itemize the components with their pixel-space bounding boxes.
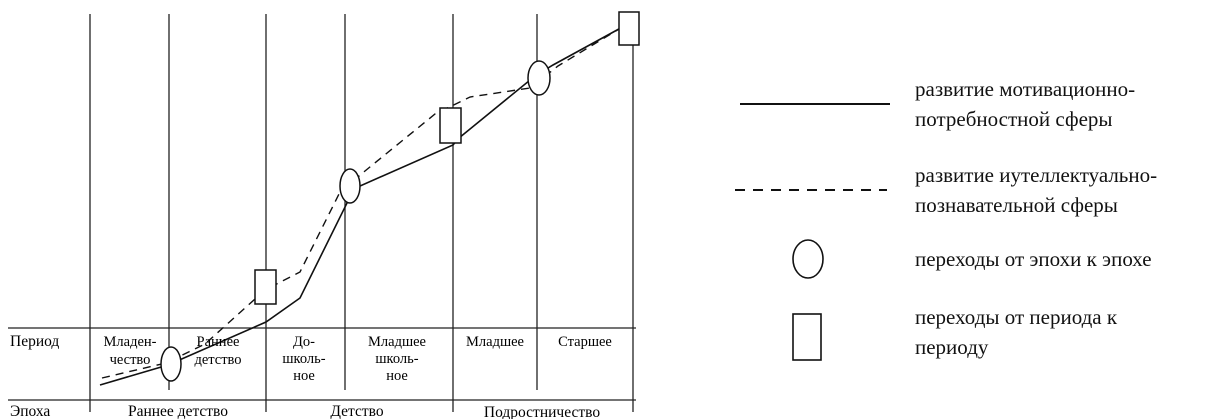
legend-label-motivation: развитие мотивационно-потребностной сфер… — [915, 77, 1136, 131]
epoch-label-early-childhood: Раннее детство — [128, 403, 228, 419]
legend-label-period-transition: переходы от периода к периоду — [915, 305, 1118, 359]
epoch-label-childhood: Детство — [330, 403, 383, 419]
legend-item-epoch-transition: переходы от эпохи к эпохе — [735, 239, 1225, 313]
legend-item-period-transition: переходы от периода к периоду — [735, 302, 1225, 372]
period-transition-rect-1 — [254, 269, 277, 305]
epoch-transition-ellipse-3 — [527, 60, 551, 96]
period-label-preschool: До-школь-ное — [282, 334, 325, 384]
solid-line-symbol — [740, 103, 890, 105]
legend-label-intellect: развитие иутеллектуально-познавательной … — [915, 163, 1158, 217]
period-label-early-childhood: Раннее детство — [194, 334, 241, 368]
period-labels: Младен-чество Раннее детство До-школь-ное… — [104, 334, 612, 384]
dashed-line-symbol — [735, 189, 887, 191]
legend-item-intellect: развитие иутеллектуально-познавательной … — [735, 160, 1225, 230]
development-diagram: Период Эпоха Младен-чество Раннее детство… — [8, 11, 640, 419]
ellipse-symbol — [792, 239, 824, 279]
legend-label-epoch-transition: переходы от эпохи к эпохе — [915, 247, 1152, 271]
epoch-label-adolescence: Подростничество — [484, 404, 600, 419]
epoch-transition-ellipse-1 — [160, 346, 182, 382]
period-transition-rect-3 — [618, 11, 640, 46]
row-header-period: Период — [10, 333, 59, 350]
period-label-primary-school: Младшее школь-ное — [368, 334, 426, 384]
epoch-labels: Раннее детство Детство Подростничество — [128, 403, 600, 419]
period-label-infancy: Младен-чество — [104, 334, 157, 368]
period-transition-rect-2 — [439, 107, 462, 144]
period-label-older-adolescence: Старшее — [558, 334, 612, 350]
legend-item-motivation: развитие мотивационно-потребностной сфер… — [735, 74, 1225, 144]
epoch-transition-ellipse-2 — [339, 168, 361, 204]
row-header-epoch: Эпоха — [10, 403, 50, 419]
rectangle-symbol — [792, 313, 822, 361]
period-label-younger-adolescence: Младшее — [466, 334, 524, 350]
